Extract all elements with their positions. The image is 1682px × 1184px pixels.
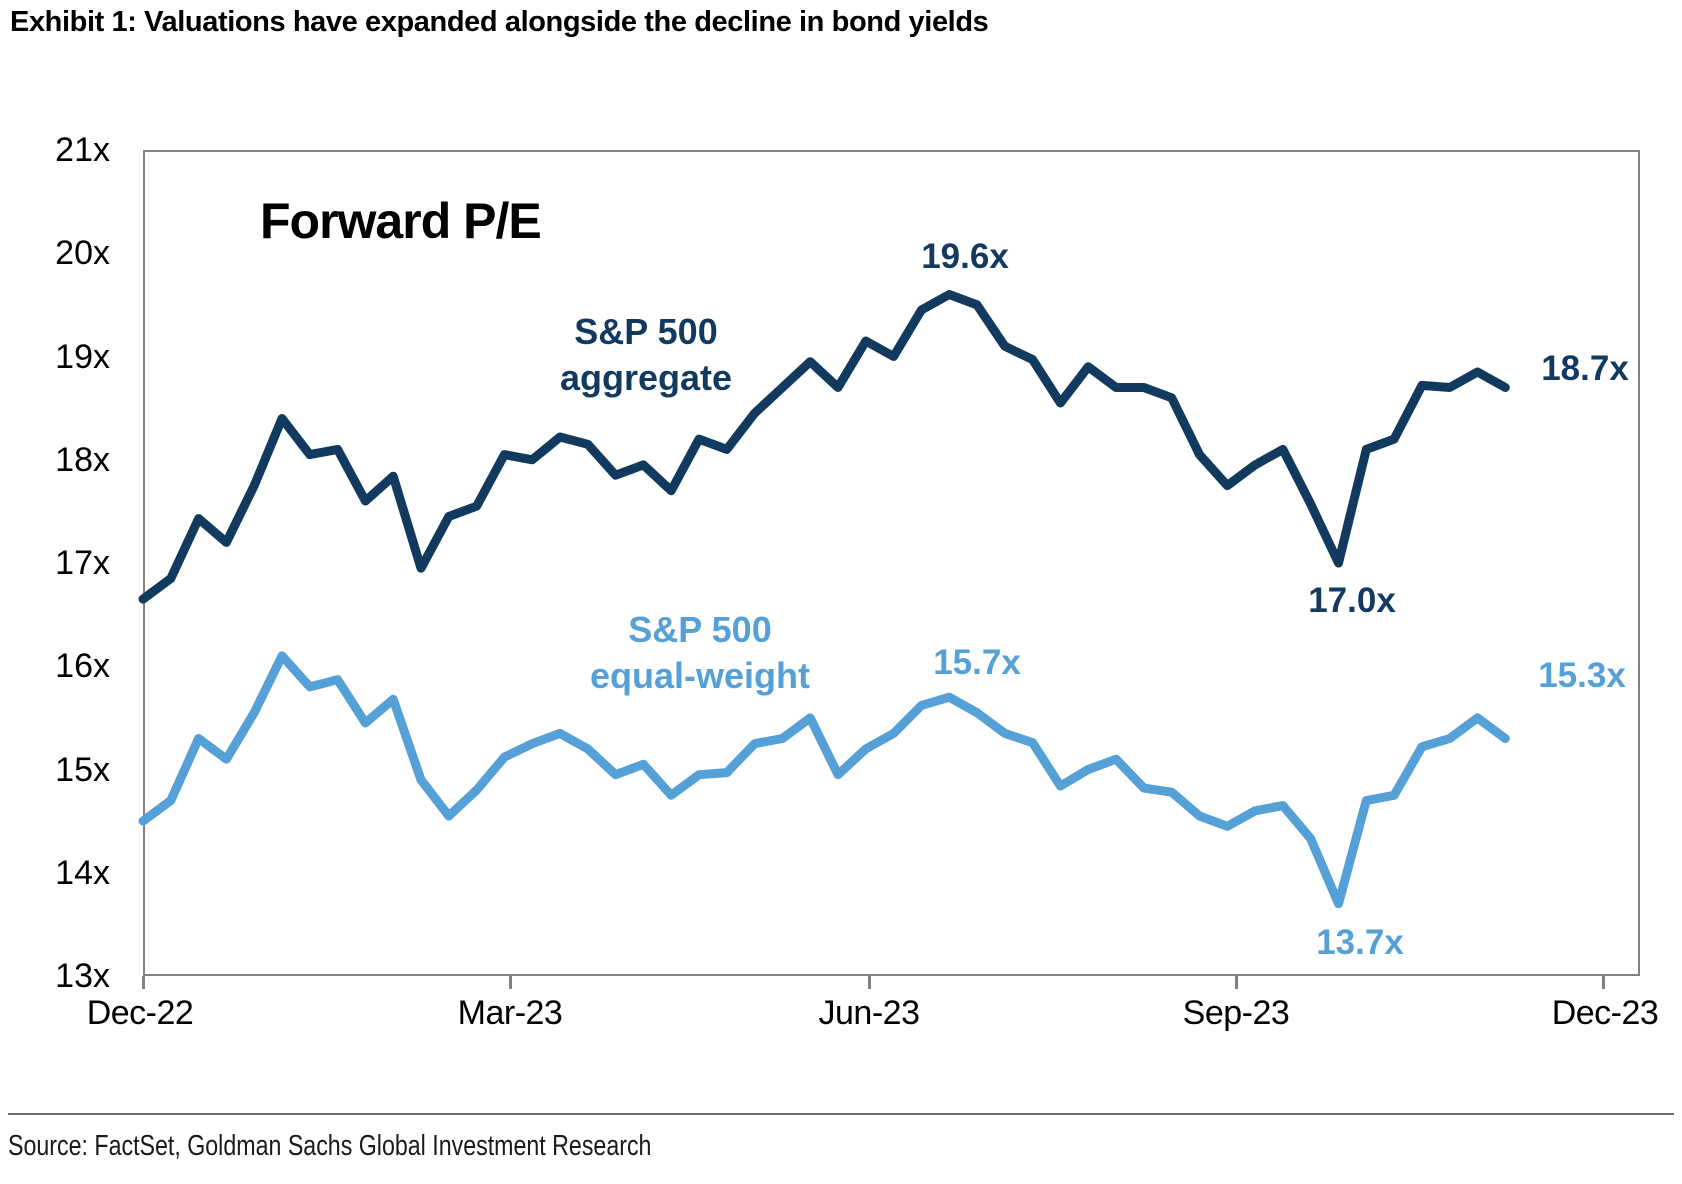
chart-title-forward-pe: Forward P/E	[260, 193, 542, 249]
y-tick-label: 18x	[55, 441, 110, 479]
y-tick-label: 20x	[55, 234, 110, 272]
x-tick-label: Mar-23	[457, 994, 563, 1032]
plot-area-border	[143, 150, 1640, 976]
series-label-line: S&P 500	[628, 609, 772, 650]
y-tick-label: 15x	[55, 751, 110, 789]
series-label-equal-weight: S&P 500 equal-weight	[590, 607, 810, 699]
annotation-latest-aggregate: 18.7x	[1541, 349, 1629, 388]
y-tick-label: 21x	[55, 131, 110, 169]
annotation-trough-aggregate: 17.0x	[1308, 581, 1396, 620]
annotation-peak-aggregate: 19.6x	[921, 237, 1009, 276]
y-tick-label: 14x	[55, 854, 110, 892]
exhibit-title: Exhibit 1: Valuations have expanded alon…	[10, 6, 989, 38]
y-tick-label: 13x	[55, 957, 110, 995]
y-tick-label: 17x	[55, 544, 110, 582]
x-tick-label: Sep-23	[1182, 994, 1290, 1032]
annotation-peak-equal-weight: 15.7x	[933, 643, 1021, 682]
series-label-line: S&P 500	[574, 311, 718, 352]
x-tick-mark	[1602, 976, 1605, 989]
x-tick-label: Dec-22	[86, 994, 194, 1032]
series-label-line: equal-weight	[589, 655, 811, 696]
y-tick-label: 19x	[55, 338, 110, 376]
x-tick-label: Dec-23	[1551, 994, 1659, 1032]
x-tick-mark	[142, 976, 145, 989]
source-note: Source: FactSet, Goldman Sachs Global In…	[8, 1130, 652, 1162]
annotation-latest-equal-weight: 15.3x	[1538, 656, 1626, 695]
x-tick-label: Jun-23	[818, 994, 920, 1032]
footer-divider	[8, 1113, 1674, 1115]
y-tick-label: 16x	[55, 647, 110, 685]
x-tick-mark	[868, 976, 871, 989]
x-tick-mark	[1235, 976, 1238, 989]
annotation-trough-equal-weight: 13.7x	[1316, 923, 1404, 962]
series-label-line: aggregate	[559, 357, 733, 398]
series-label-aggregate: S&P 500 aggregate	[560, 309, 732, 401]
x-tick-mark	[509, 976, 512, 989]
